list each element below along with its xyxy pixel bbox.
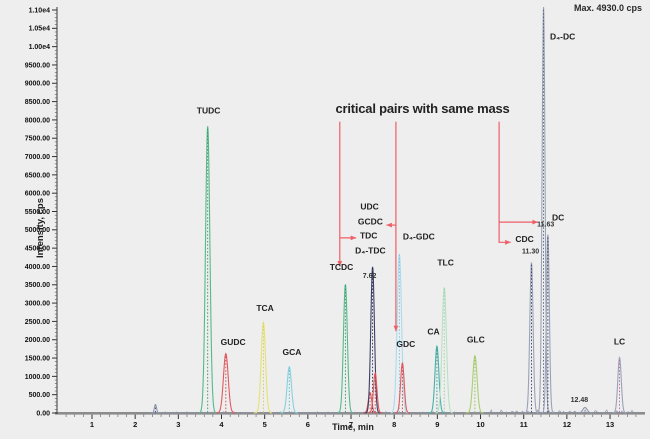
link-GCDC-GDC — [386, 121, 399, 332]
link-TCDC-TDC — [337, 121, 357, 267]
y-tick-label: 1500.00 — [25, 355, 50, 362]
y-tick-label: 7000.00 — [25, 154, 50, 161]
traces — [147, 7, 639, 414]
y-tick-label: 4000.00 — [25, 264, 50, 271]
rt-label-7.62: 7.62 — [363, 273, 377, 280]
y-tick-label: 1.10e4 — [29, 7, 51, 14]
y-tick-label: 7500.00 — [25, 136, 50, 143]
peak-GCA — [280, 365, 298, 414]
link-arrowhead — [350, 235, 357, 241]
peak-label-TUDC: TUDC — [197, 105, 221, 115]
peak-CDC — [524, 262, 539, 414]
x-axis-line — [55, 412, 645, 415]
y-tick-label: 9000.00 — [25, 81, 50, 88]
y-tick-label: 8500.00 — [25, 99, 50, 106]
peak-TCA — [253, 320, 273, 414]
x-tick-label: 13 — [606, 420, 614, 429]
peak-label-TLC: TLC — [437, 257, 454, 267]
peak-label-D₄-TDC: D₄-TDC — [355, 246, 386, 256]
y-tick-label: 500.00 — [29, 392, 51, 399]
y-tick-label: 8000.00 — [25, 117, 50, 124]
peak-label-GUDC: GUDC — [221, 337, 246, 347]
x-tick-label: 10 — [476, 420, 484, 429]
link-arrowhead — [386, 222, 392, 228]
peak-label-TCDC: TCDC — [330, 262, 354, 272]
peak-label-GCA: GCA — [282, 347, 301, 357]
peak-DC — [541, 234, 554, 414]
peak-CA — [427, 344, 445, 414]
link-CDC-DC — [498, 121, 538, 245]
y-tick-label: 3500.00 — [25, 282, 50, 289]
peak-TDC — [367, 371, 383, 414]
x-tick-label: 12 — [563, 420, 571, 429]
x-tick-label: 2 — [133, 420, 137, 429]
peak-TUDC — [198, 126, 217, 414]
y-tick-label: 1.00e4 — [29, 44, 51, 51]
y-tick-label: 0.00 — [36, 410, 50, 417]
x-tick-label: 3 — [176, 420, 180, 429]
peak-label-TCA: TCA — [256, 303, 273, 313]
peak-label-GCDC: GCDC — [358, 217, 383, 227]
y-tick-label: 2000.00 — [25, 337, 50, 344]
x-tick-label: 8 — [392, 420, 396, 429]
baseline-noise-trace — [147, 409, 639, 414]
critical-pair-links — [337, 121, 538, 332]
peak-label-UDC: UDC — [360, 201, 378, 211]
peak-label-D₄-DC: D₄-DC — [550, 31, 575, 41]
peak-labels: TUDC GUDC TCA GCA TCDC UDC GCDC TDC D₄-TDC D₄-GDC… — [197, 31, 625, 404]
critical-pairs-annotation-title: critical pairs with same mass — [335, 101, 510, 116]
y-tick-label: 1000.00 — [25, 374, 50, 381]
link-arrowhead — [532, 219, 538, 225]
peak-GUDC — [215, 352, 236, 414]
peak-label-GLC: GLC — [467, 335, 485, 345]
x-tick-label: 1 — [90, 420, 94, 429]
x-tick-label: 7 — [349, 420, 353, 429]
link-arrowhead — [393, 325, 399, 332]
y-tick-label: 3000.00 — [25, 300, 50, 307]
peak-TCDC — [337, 284, 354, 414]
y-tick-label: 5500.00 — [25, 209, 50, 216]
peak-TLC — [435, 287, 453, 414]
axes: 0.00 500.00 1000.00 1500.00 2000.00 2500.00 30… — [25, 7, 645, 429]
link-arrowhead — [505, 239, 511, 245]
peak-D4-TDC — [364, 266, 380, 414]
peak-label-D₄-GDC: D₄-GDC — [403, 231, 435, 241]
peak-bump-1248 — [576, 406, 594, 414]
y-tick-label: 2500.00 — [25, 319, 50, 326]
peak-label-TDC: TDC — [360, 231, 377, 241]
peak-label-DC: DC — [552, 212, 564, 222]
y-tick-label: 9500.00 — [25, 62, 50, 69]
y-tick-label: 6500.00 — [25, 172, 50, 179]
peak-baseline-blip — [151, 403, 160, 414]
peak-UDC — [362, 391, 377, 414]
x-tick-label: 6 — [306, 420, 310, 429]
y-tick-label: 5000.00 — [25, 227, 50, 234]
link-arrowhead — [337, 261, 343, 267]
peak-label-CDC: CDC — [515, 234, 533, 244]
x-tick-label: 5 — [263, 420, 267, 429]
peak-label-GDC: GDC — [396, 339, 415, 349]
peak-LC — [612, 356, 627, 414]
y-tick-label: 4500.00 — [25, 246, 50, 253]
peak-GLC — [465, 354, 484, 414]
max-intensity-readout: Max. 4930.0 cps — [573, 3, 642, 13]
peak-label-CA: CA — [427, 327, 439, 337]
peak-GDC — [394, 361, 410, 414]
x-axis-title: Time, min — [332, 422, 374, 432]
x-tick-label: 11 — [520, 420, 528, 429]
y-tick-label: 6000.00 — [25, 191, 50, 198]
rt-label-11.63: 11.63 — [537, 222, 554, 229]
link-line — [498, 121, 511, 243]
peak-label-LC: LC — [614, 337, 625, 347]
y-axis-title: Intensity, cps — [35, 198, 46, 259]
rt-label-11.30: 11.30 — [522, 249, 539, 256]
x-tick-label: 9 — [435, 420, 439, 429]
x-tick-label: 4 — [219, 420, 224, 429]
y-tick-label: 1.05e4 — [29, 26, 51, 33]
rt-label-12.48: 12.48 — [571, 397, 589, 404]
